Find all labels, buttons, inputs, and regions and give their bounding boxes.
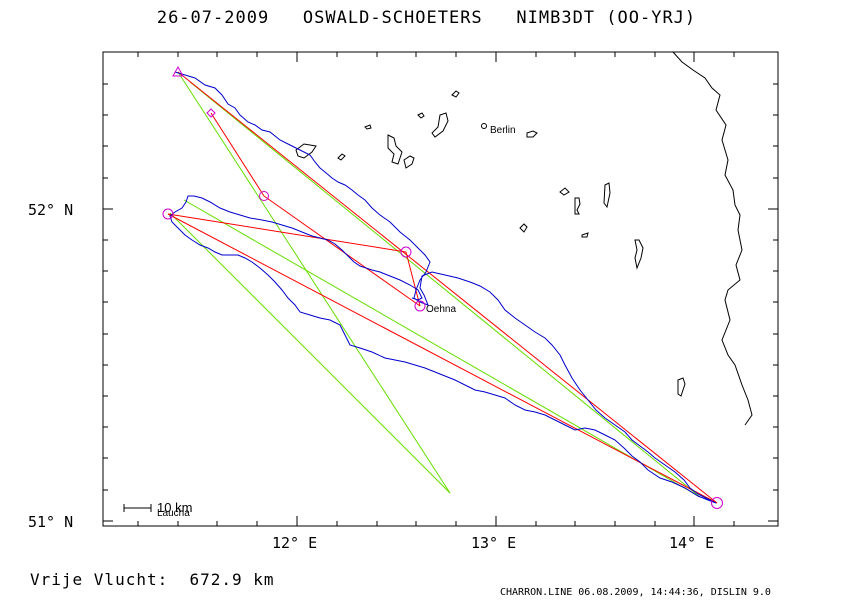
axis-ticks bbox=[103, 52, 778, 526]
laucha-label: Laucha bbox=[157, 508, 190, 519]
lakes bbox=[295, 90, 686, 397]
lon-label-12: 12° E bbox=[272, 534, 317, 552]
start-triangle bbox=[172, 65, 184, 77]
turnpoint-1 bbox=[259, 191, 269, 201]
distance-summary: Vrije Vlucht: 672.9 km bbox=[30, 570, 275, 589]
lon-label-13: 13° E bbox=[471, 534, 516, 552]
scale-bar bbox=[123, 504, 152, 512]
task-lines bbox=[167, 71, 718, 504]
green-legs bbox=[169, 71, 701, 498]
scale-label: 10 km bbox=[157, 500, 192, 515]
berlin-marker bbox=[481, 123, 487, 129]
pilot-name: OSWALD-SCHOETERS bbox=[302, 8, 483, 28]
oehna-label: Oehna bbox=[426, 304, 456, 315]
start-diamond bbox=[206, 108, 216, 118]
national-border bbox=[672, 51, 753, 426]
flight-track bbox=[169, 71, 717, 504]
map-frame bbox=[102, 51, 779, 527]
lat-label-52: 52° N bbox=[28, 201, 73, 219]
turnpoint-west bbox=[162, 208, 174, 220]
glider-id: NIMB3DT (OO-YRJ) bbox=[516, 8, 697, 28]
map-title: 26-07-2009 OSWALD-SCHOETERS NIMB3DT (OO-… bbox=[0, 8, 853, 28]
turnpoints bbox=[162, 65, 723, 509]
distance-value: 672.9 km bbox=[189, 570, 275, 589]
berlin-label: Berlin bbox=[490, 125, 516, 136]
flight-date: 26-07-2009 bbox=[156, 8, 270, 28]
lon-label-14: 14° E bbox=[669, 534, 714, 552]
turnpoint-2 bbox=[400, 246, 412, 258]
credit-line: CHARRON.LINE 06.08.2009, 14:44:36, DISLI… bbox=[500, 587, 771, 598]
lat-label-51: 51° N bbox=[28, 513, 73, 531]
turnpoint-oehna bbox=[414, 300, 426, 312]
turnpoint-east bbox=[711, 497, 723, 509]
distance-label: Vrije Vlucht: bbox=[30, 570, 169, 589]
